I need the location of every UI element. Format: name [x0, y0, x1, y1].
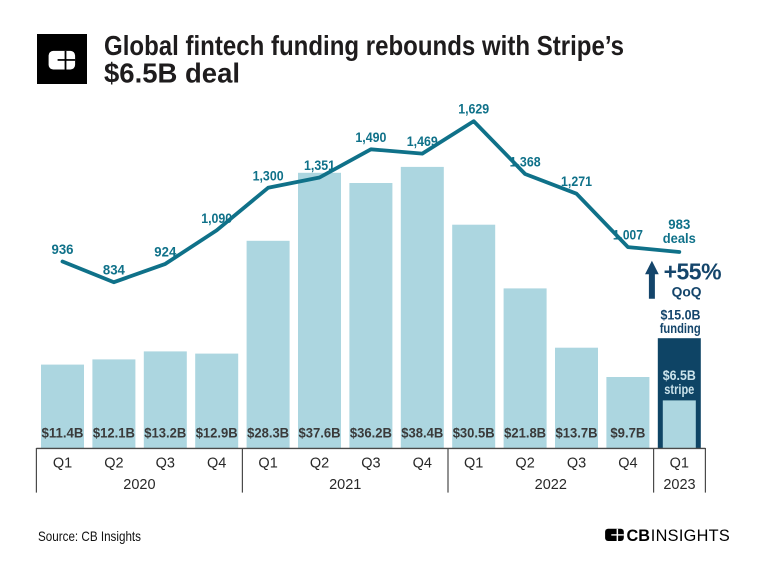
svg-text:1,629: 1,629: [458, 102, 489, 117]
svg-text:Q3: Q3: [156, 456, 175, 472]
svg-text:QoQ: QoQ: [672, 285, 702, 300]
svg-text:1,271: 1,271: [561, 174, 592, 189]
svg-text:INSIGHTS: INSIGHTS: [651, 527, 730, 545]
svg-text:$9.7B: $9.7B: [610, 425, 645, 441]
svg-text:$13.7B: $13.7B: [556, 425, 598, 441]
svg-text:1,300: 1,300: [253, 168, 284, 183]
svg-text:1,007: 1,007: [613, 228, 643, 243]
svg-text:$37.6B: $37.6B: [299, 425, 341, 441]
svg-text:$38.4B: $38.4B: [401, 425, 443, 441]
svg-text:Source: CB Insights: Source: CB Insights: [38, 529, 141, 544]
svg-text:$11.4B: $11.4B: [42, 425, 84, 441]
svg-text:2023: 2023: [663, 477, 695, 493]
svg-text:Q4: Q4: [207, 456, 226, 472]
svg-text:$6.5B: $6.5B: [663, 368, 696, 383]
svg-text:+55%: +55%: [664, 258, 722, 284]
svg-text:Q1: Q1: [258, 456, 277, 472]
svg-text:Q2: Q2: [104, 456, 123, 472]
svg-text:$36.2B: $36.2B: [350, 425, 392, 441]
svg-text:Q4: Q4: [413, 456, 432, 472]
svg-text:Q1: Q1: [464, 456, 483, 472]
svg-text:Global fintech funding rebound: Global fintech funding rebounds with Str…: [104, 30, 624, 61]
svg-text:2021: 2021: [329, 477, 361, 493]
svg-text:$30.5B: $30.5B: [453, 425, 495, 441]
svg-text:1,090: 1,090: [201, 211, 232, 226]
svg-text:Q3: Q3: [567, 456, 586, 472]
svg-text:$6.5B deal: $6.5B deal: [104, 58, 240, 89]
svg-text:Q1: Q1: [670, 456, 689, 472]
svg-text:CB: CB: [627, 527, 651, 545]
svg-text:Q2: Q2: [310, 456, 329, 472]
svg-text:deals: deals: [663, 231, 696, 246]
svg-text:$12.1B: $12.1B: [93, 425, 135, 441]
svg-text:Q3: Q3: [361, 456, 380, 472]
svg-text:1,368: 1,368: [510, 155, 541, 170]
svg-text:936: 936: [52, 242, 74, 257]
svg-text:924: 924: [154, 244, 176, 259]
svg-text:2020: 2020: [123, 477, 155, 493]
svg-text:$12.9B: $12.9B: [196, 425, 238, 441]
svg-text:$15.0B: $15.0B: [661, 307, 701, 322]
svg-text:2022: 2022: [535, 477, 567, 493]
svg-text:Q2: Q2: [515, 456, 534, 472]
svg-text:$28.3B: $28.3B: [247, 425, 289, 441]
svg-text:$21.8B: $21.8B: [504, 425, 546, 441]
svg-text:983: 983: [668, 217, 690, 232]
svg-text:$13.2B: $13.2B: [144, 425, 186, 441]
svg-text:1,469: 1,469: [407, 134, 438, 149]
svg-text:funding: funding: [660, 321, 701, 336]
svg-text:stripe: stripe: [664, 382, 694, 397]
svg-text:834: 834: [103, 263, 125, 278]
svg-text:Q4: Q4: [618, 456, 637, 472]
svg-text:1,351: 1,351: [304, 158, 335, 173]
svg-text:1,490: 1,490: [355, 130, 386, 145]
svg-text:Q1: Q1: [53, 456, 72, 472]
